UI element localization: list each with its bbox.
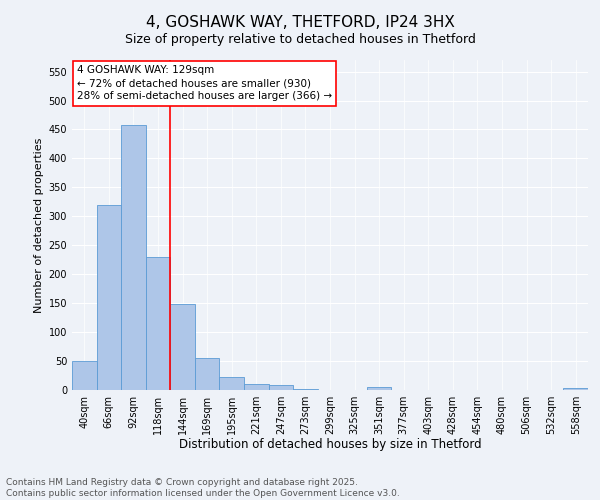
Bar bbox=[195, 358, 220, 390]
Bar bbox=[121, 126, 146, 390]
Y-axis label: Number of detached properties: Number of detached properties bbox=[34, 138, 44, 312]
Bar bbox=[367, 386, 391, 390]
Bar bbox=[244, 384, 269, 390]
X-axis label: Distribution of detached houses by size in Thetford: Distribution of detached houses by size … bbox=[179, 438, 481, 452]
Text: Size of property relative to detached houses in Thetford: Size of property relative to detached ho… bbox=[125, 32, 475, 46]
Text: 4, GOSHAWK WAY, THETFORD, IP24 3HX: 4, GOSHAWK WAY, THETFORD, IP24 3HX bbox=[146, 15, 454, 30]
Text: Contains HM Land Registry data © Crown copyright and database right 2025.
Contai: Contains HM Land Registry data © Crown c… bbox=[6, 478, 400, 498]
Bar bbox=[97, 204, 121, 390]
Bar bbox=[269, 386, 293, 390]
Bar bbox=[146, 257, 170, 390]
Text: 4 GOSHAWK WAY: 129sqm
← 72% of detached houses are smaller (930)
28% of semi-det: 4 GOSHAWK WAY: 129sqm ← 72% of detached … bbox=[77, 65, 332, 102]
Bar bbox=[293, 389, 318, 390]
Bar bbox=[220, 378, 244, 390]
Bar bbox=[563, 388, 588, 390]
Bar bbox=[72, 361, 97, 390]
Bar bbox=[170, 304, 195, 390]
